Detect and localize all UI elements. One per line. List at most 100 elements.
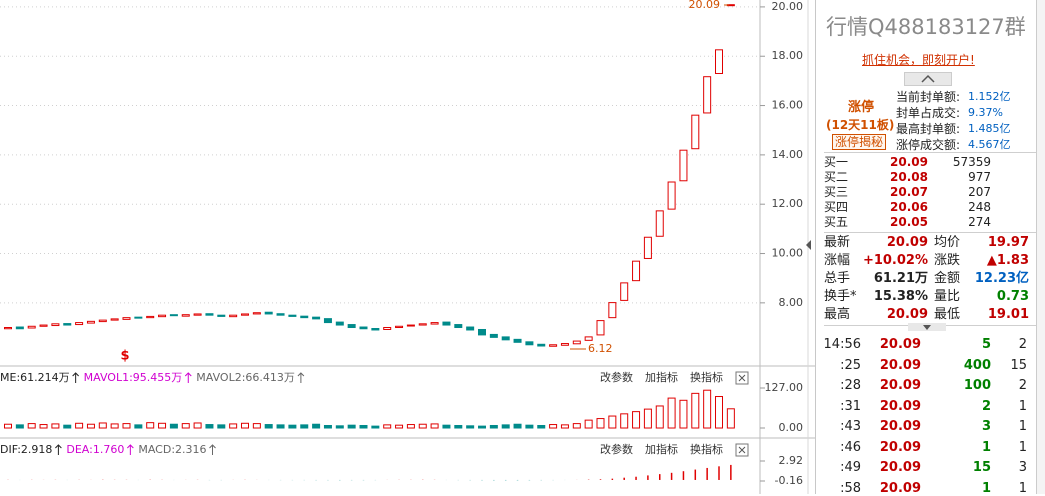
candle [146,315,155,319]
y-tick-label: 12.00 [772,197,804,210]
y-tick-label: 0.00 [779,421,804,434]
toolbar-button[interactable]: 改参数 [600,442,633,456]
quote-label: 金额 [934,271,961,286]
toolbar-button[interactable]: 换指标 [690,442,723,456]
trade-volume: 100 [963,378,991,393]
volume-bar [726,408,735,429]
candle [359,326,368,330]
volume-bar [169,423,178,429]
indicator-legend: MAVOL2:66.413万 [196,371,295,384]
volume-bar [454,424,463,429]
bid-price: 20.05 [890,215,928,229]
tab[interactable] [908,323,946,331]
trade-volume: 5 [981,337,991,352]
trade-count: 1 [1018,398,1027,414]
candle [537,343,546,347]
quote-value: 20.09 [886,307,928,322]
trade-time: 14:56 [823,337,861,352]
quote-label: 量比 [934,289,961,304]
bid-label: 买二 [824,170,849,184]
candle [442,321,451,326]
candle [63,323,72,326]
quote-label: 换手* [824,289,857,304]
trade-time: :49 [840,460,861,475]
trade-price: 20.09 [879,398,921,414]
toolbar-button[interactable]: 加指标 [645,370,678,384]
bid-label: 买五 [824,215,849,229]
volume-bar [288,424,297,429]
volume-bar [63,424,72,429]
volume-bar [418,423,427,429]
volume-bar [110,423,119,429]
chevron [923,325,931,330]
trade-time: :58 [840,480,861,496]
trade-price: 20.09 [879,480,921,496]
volume-bar [655,405,664,429]
volume-bar [371,425,380,429]
volume-bar [122,423,131,429]
volume-bar [205,424,214,429]
volume-bar [98,422,107,429]
volume-bar [572,423,581,429]
toolbar-button[interactable]: 加指标 [645,442,678,456]
trade-volume: 1 [981,480,991,496]
candle [51,323,60,327]
volume-bar [158,422,167,429]
candle [478,328,486,336]
volume-bar [86,423,95,429]
limit-button[interactable]: 涨停揭秘 [832,134,887,150]
quote-panel: 行情Q488183127群 抓住机会，即刻开户! 涨停 (12天11板) 涨停揭… [815,0,1045,496]
trade-count: 15 [1010,357,1027,373]
candle [691,114,700,150]
candle [241,313,249,316]
tab[interactable] [904,72,952,86]
toolbar-button[interactable]: 换指标 [690,370,723,384]
toolbar-button[interactable]: 改参数 [600,370,633,384]
volume-bar [15,424,24,429]
candle [217,314,226,317]
close-icon [738,446,746,454]
candle [169,314,178,317]
candle [466,326,475,331]
indicator-legend: DIF:2.918 [0,443,52,456]
bid-label: 买四 [824,200,849,214]
trade-time: :28 [840,378,861,393]
candle [454,324,463,329]
volume-bar [442,424,451,429]
candle [98,319,107,323]
trade-count: 2 [1018,337,1027,352]
collapse-arrow[interactable] [806,240,811,250]
candle [679,149,688,182]
volume-bar [513,423,522,429]
volume-bar [27,423,36,429]
volume-bar [359,424,368,429]
volume-bar [620,413,629,429]
candle [406,324,415,327]
candle [181,314,190,317]
candle [715,49,723,74]
candle [300,315,309,319]
stat-value: 4.567亿 [968,138,1011,151]
candle [158,314,167,318]
candle [549,344,558,347]
candle [632,260,641,282]
volume-bar [584,419,593,429]
volume-bar [703,389,712,429]
quote-label: 涨幅 [824,253,851,268]
limit-streak: (12天11板) [826,118,895,132]
volume-bar [4,423,12,429]
trade-count: 3 [1018,460,1027,475]
bid-price: 20.08 [890,170,928,184]
promo-link[interactable]: 抓住机会，即刻开户! [862,53,975,67]
candle [335,321,344,326]
candle [584,336,593,341]
volume-bar [667,397,676,429]
quote-value: ▲1.83 [986,253,1029,268]
trade-time: :31 [840,398,861,414]
volume-bar [549,424,558,429]
volume-bar [560,424,569,429]
stat-label: 涨停成交额: [896,138,961,152]
bid-volume: 248 [968,200,991,214]
y-tick-label: 10.00 [772,247,804,260]
volume-bar [276,424,285,429]
